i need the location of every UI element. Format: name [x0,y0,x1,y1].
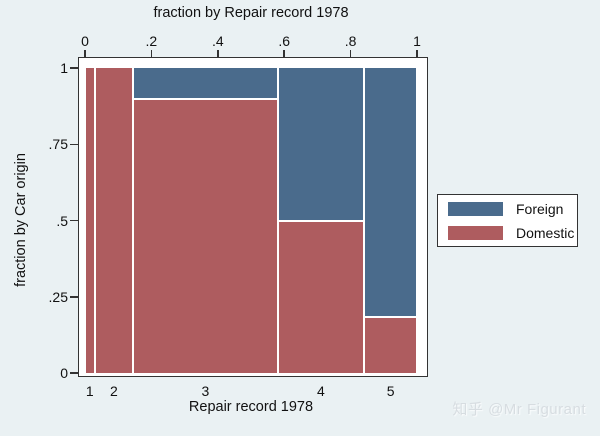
segment-domestic-cat2 [95,68,133,373]
y-axis-tick [70,67,78,69]
category-label-4: 4 [316,383,325,399]
segment-foreign-cat4 [278,68,364,220]
x-axis-tick-label: 0 [81,33,89,49]
segment-domestic-cat5 [365,318,416,373]
y-axis-tick-label: .75 [48,136,68,153]
watermark: 知乎 @Mr Figurant [452,401,586,418]
legend-label-foreign: Foreign [516,200,564,217]
category-label-5: 5 [386,383,395,399]
y-axis-tick [70,296,78,298]
category-label-1: 1 [85,383,94,399]
x-axis-tick [283,50,285,57]
y-axis-tick [70,219,78,222]
category-label-3: 3 [201,383,210,399]
x-axis-tick [349,50,352,57]
y-axis-tick-label: .5 [56,212,68,229]
plot-area [85,68,417,373]
x-axis-tick [217,50,219,57]
x-axis-tick-label: .6 [278,33,291,49]
y-axis-title: fraction by Car origin [13,153,29,287]
segment-domestic-cat1 [86,68,94,373]
y-axis-tick [70,143,78,145]
segment-foreign-cat3 [134,68,277,98]
x-axis-tick-label: 1 [413,33,421,49]
segment-domestic-cat3 [134,99,277,373]
y-axis-tick-label: 1 [60,60,68,76]
y-axis-tick [70,372,78,374]
x-axis-tick-label: .4 [211,33,224,49]
legend-row-foreign: Foreign [448,201,577,217]
segment-foreign-cat5 [365,68,416,317]
y-axis-tick-label: 0 [60,365,68,381]
x-axis-tick-label: .2 [145,33,158,49]
x-axis-tick-label: .8 [344,33,357,49]
legend-label-domestic: Domestic [516,224,575,241]
x-axis-title: Repair record 1978 [188,399,314,415]
legend-swatch-domestic [448,225,503,240]
x-axis-tick [84,50,86,57]
segment-domestic-cat4 [278,221,364,373]
category-label-2: 2 [109,383,118,399]
y-axis-tick-label: .25 [48,288,68,305]
legend-swatch-foreign [448,201,503,216]
x-axis-tick [416,50,418,57]
x-axis-tick [150,50,153,57]
top-axis-title: fraction by Repair record 1978 [153,5,349,21]
legend: Foreign Domestic [437,194,578,247]
legend-row-domestic: Domestic [448,225,577,241]
